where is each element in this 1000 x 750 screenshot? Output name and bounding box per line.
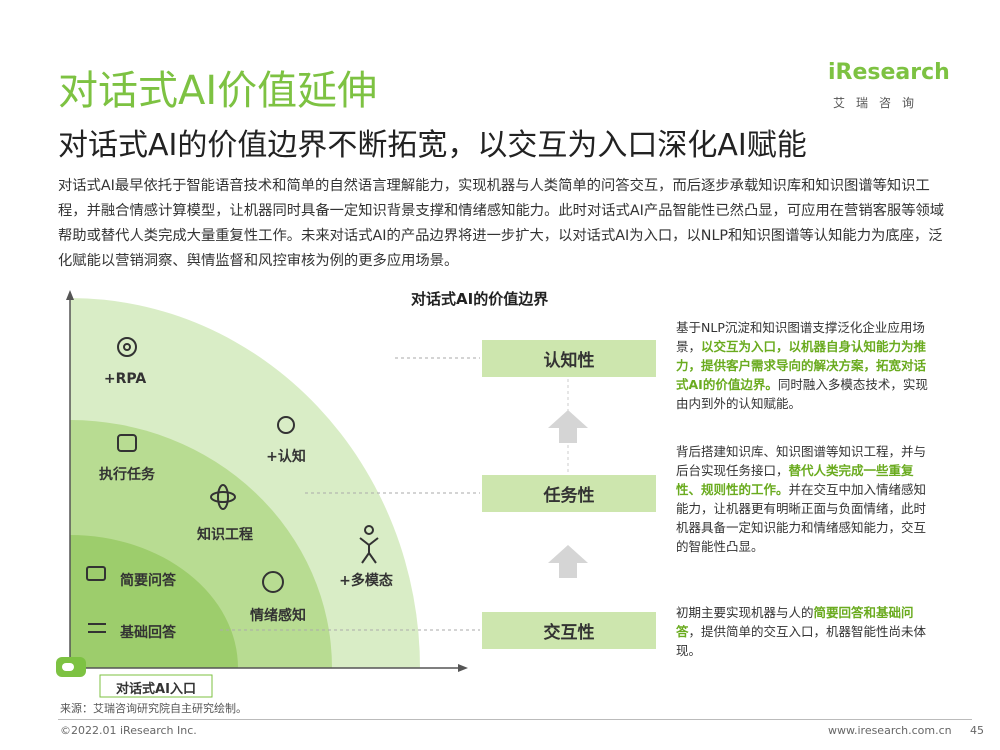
level-box: 任务性 bbox=[482, 475, 656, 512]
icons bbox=[86, 337, 379, 633]
zone-label: 执行任务 bbox=[99, 467, 155, 483]
highlight: 简要回答和基础问答 bbox=[676, 605, 914, 639]
title: 对话式AI价值延伸 bbox=[58, 68, 378, 114]
up-arrow bbox=[548, 545, 588, 578]
text: 基于NLP沉淀和知识图谱支撑泛化企业应用场景， bbox=[676, 320, 925, 354]
arrow-head bbox=[66, 290, 74, 300]
level-box: 认知性 bbox=[482, 340, 656, 377]
inner-zone bbox=[70, 535, 238, 668]
zone-label: +多模态 bbox=[339, 573, 393, 589]
diagram-title: 对话式AI的价值边界 bbox=[411, 290, 549, 308]
highlight: 替代人类完成一些重复性、规则性的工作。 bbox=[676, 463, 914, 497]
entry-label: 对话式AI入口 bbox=[116, 682, 196, 697]
text: 背后搭建知识库、知识图谱等知识工程，并与后台实现任务接口， bbox=[676, 444, 927, 478]
arrow-head bbox=[458, 664, 468, 672]
zone-label: +认知 bbox=[266, 449, 306, 465]
level-desc: 初期主要实现机器与人的简要回答和基础问答，提供简单的交互入口，机器智能性尚未体现… bbox=[676, 603, 934, 660]
footer-rule bbox=[58, 719, 972, 720]
entry-icon bbox=[62, 663, 74, 671]
url: www.iresearch.com.cn bbox=[828, 724, 952, 737]
zone-label: +RPA bbox=[103, 371, 147, 387]
page-number: 45 bbox=[970, 724, 984, 737]
copyright: ©2022.01 iResearch Inc. bbox=[60, 724, 197, 737]
subtitle: 对话式AI的价值边界不断拓宽，以交互为入口深化AI赋能 bbox=[58, 128, 807, 163]
highlight: 以交互为入口，以机器自身认知能力为推力，提供客户需求导向的解决方案，拓宽对话式A… bbox=[676, 339, 927, 392]
text: 并在交互中加入情绪感知能力，让机器更有明晰正面与负面情绪，此时机器具备一定知识能… bbox=[676, 482, 927, 554]
entry-box bbox=[99, 674, 213, 698]
text: 初期主要实现机器与人的 bbox=[676, 605, 814, 620]
logo: iResearch bbox=[828, 60, 950, 85]
up-arrow bbox=[548, 410, 588, 443]
zone-label: 情绪感知 bbox=[250, 608, 306, 624]
zone-label: 知识工程 bbox=[197, 527, 253, 543]
level-desc: 背后搭建知识库、知识图谱等知识工程，并与后台实现任务接口，替代人类完成一些重复性… bbox=[676, 442, 934, 556]
level-desc: 基于NLP沉淀和知识图谱支撑泛化企业应用场景，以交互为入口，以机器自身认知能力为… bbox=[676, 318, 934, 413]
text: 同时融入多模态技术，实现由内到外的认知赋能。 bbox=[676, 377, 928, 411]
logo-cn: 艾瑞咨询 bbox=[833, 96, 926, 110]
text: ，提供简单的交互入口，机器智能性尚未体现。 bbox=[676, 624, 927, 658]
level-box: 交互性 bbox=[482, 612, 656, 649]
zone-label: 基础回答 bbox=[120, 625, 176, 641]
zone-label: 简要问答 bbox=[120, 573, 176, 589]
intro: 对话式AI最早依托于智能语音技术和简单的自然语言理解能力，实现机器与人类简单的问… bbox=[58, 178, 945, 269]
source: 来源：艾瑞咨询研究院自主研究绘制。 bbox=[60, 702, 247, 715]
